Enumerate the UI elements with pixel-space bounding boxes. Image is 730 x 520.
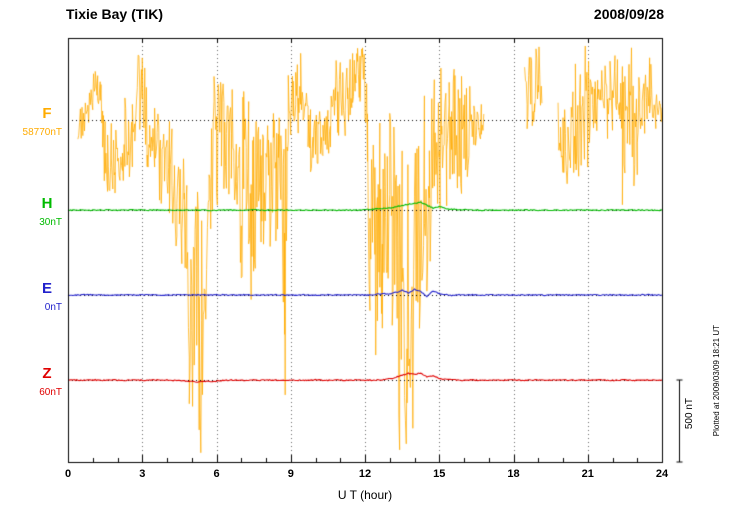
x-tick-label: 18 bbox=[507, 468, 520, 480]
plot-timestamp-note: Plotted at 2009/03/09 18:21 UT bbox=[712, 325, 721, 437]
scale-bar-label: 500 nT bbox=[684, 398, 695, 430]
trace-baseline-value-H: 30nT bbox=[39, 217, 62, 228]
x-tick-label: 21 bbox=[581, 468, 594, 480]
station-title: Tixie Bay (TIK) bbox=[66, 6, 163, 22]
x-tick-label: 9 bbox=[287, 468, 294, 480]
trace-baseline-value-E: 0nT bbox=[44, 302, 62, 313]
x-tick-label: 0 bbox=[64, 468, 72, 480]
trace-label-E: E bbox=[41, 280, 52, 297]
x-tick-label: 12 bbox=[358, 468, 372, 480]
plot-date: 2008/09/28 bbox=[593, 6, 664, 22]
trace-label-F: F bbox=[42, 105, 52, 122]
trace-label-Z: Z bbox=[42, 365, 52, 382]
trace-baseline-value-F: 58770nT bbox=[22, 127, 62, 138]
trace-baseline-value-Z: 60nT bbox=[39, 387, 62, 398]
x-tick-label: 3 bbox=[139, 468, 146, 480]
x-tick-label: 6 bbox=[213, 468, 220, 480]
x-tick-label: 15 bbox=[433, 468, 446, 480]
x-axis-label: U T (hour) bbox=[337, 488, 393, 502]
x-tick-label: 24 bbox=[655, 468, 669, 480]
trace-label-H: H bbox=[41, 195, 53, 212]
